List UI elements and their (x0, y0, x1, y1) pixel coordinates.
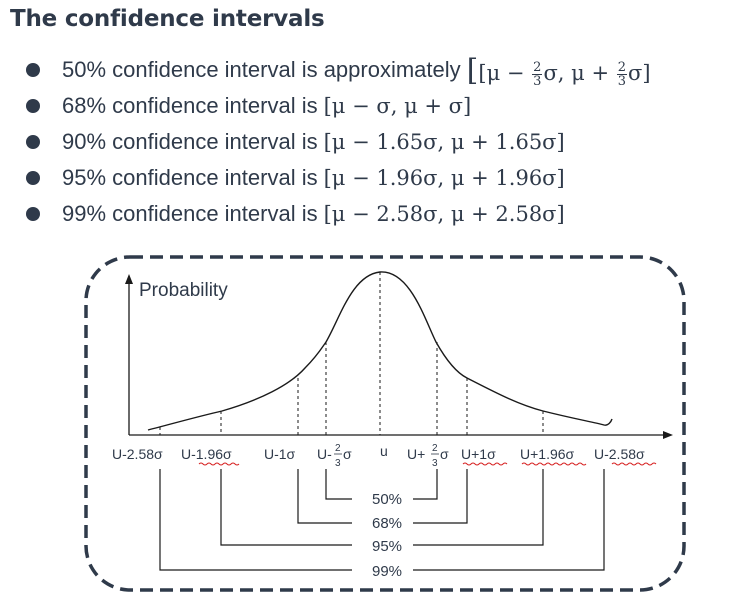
tick-label-prefix: U- (317, 446, 332, 462)
tick-label-frac-den: 3 (335, 458, 341, 469)
bullet-formula: [[μ − 2 3 σ, μ + 2 3 σ] (467, 53, 651, 88)
bullet-text: 90% confidence interval is (62, 129, 318, 154)
tick-label-suffix: σ (343, 446, 352, 462)
bracket-95 (220, 469, 544, 546)
formula-part: σ, μ + (543, 60, 616, 85)
bullet-50: 50% confidence interval is approximately… (22, 52, 651, 88)
bracket: [ (466, 52, 479, 88)
tick-label-mu: u (380, 443, 388, 459)
bullet-formula: [μ − 1.65σ, μ + 1.65σ] (323, 130, 565, 154)
confidence-interval-list: 50% confidence interval is approximately… (22, 52, 651, 232)
tick-label-p23: U+ 2 3 σ (407, 443, 449, 469)
tick-label-prefix: U+ (407, 446, 425, 462)
bullet-formula: [μ − 2.58σ, μ + 2.58σ] (323, 202, 565, 226)
bullet-dot-icon (26, 63, 40, 77)
dashed-frame (84, 255, 686, 592)
bullet-dot-icon (26, 135, 40, 149)
page-title: The confidence intervals (10, 6, 325, 32)
bullet-90: 90% confidence interval is [μ − 1.65σ, μ… (22, 124, 651, 160)
tick-label-p1: U+1σ (461, 446, 496, 462)
spellcheck-underline (521, 462, 587, 466)
bullet-dot-icon (26, 99, 40, 113)
fraction-denominator: 3 (533, 73, 542, 89)
formula-part: σ] (628, 60, 651, 85)
tick-label-frac-num: 2 (432, 443, 438, 454)
tick-label-m258: U-2.58σ (112, 446, 163, 462)
x-axis-arrow-icon (663, 431, 673, 439)
fraction-numerator: 2 (532, 59, 543, 75)
tick-label-frac-den: 3 (432, 458, 438, 469)
tick-label-m196: U-1.96σ (181, 446, 232, 462)
bullet-text: 95% confidence interval is (62, 165, 318, 190)
bullet-68: 68% confidence interval is [μ − σ, μ + σ… (22, 88, 651, 124)
tick-label-suffix: σ (440, 446, 449, 462)
interval-brackets (159, 469, 605, 571)
spellcheck-underline (611, 462, 657, 466)
bullet-99: 99% confidence interval is [μ − 2.58σ, μ… (22, 196, 651, 232)
spellcheck-underline (198, 462, 240, 466)
tick-label-m1: U-1σ (264, 446, 296, 462)
interval-label-95: 95% (372, 538, 402, 555)
interval-label-68: 68% (372, 515, 402, 532)
formula-part: [μ − (478, 60, 532, 85)
fraction-numerator: 2 (616, 59, 628, 75)
bullet-dot-icon (26, 207, 40, 221)
marker-lines (159, 272, 544, 435)
bullet-text: 68% confidence interval is (62, 93, 318, 118)
bullet-formula: [μ − σ, μ + σ] (323, 94, 472, 118)
fraction-denominator: 3 (617, 73, 627, 89)
tick-label-m23: U- 2 3 σ (317, 443, 352, 469)
y-axis-label: Probability (139, 280, 228, 301)
bracket-50 (325, 469, 438, 500)
tick-label-frac-num: 2 (335, 443, 341, 454)
bullet-formula: [μ − 1.96σ, μ + 1.96σ] (323, 166, 565, 190)
bracket-68 (297, 469, 468, 524)
bracket-99 (159, 469, 605, 571)
tick-label-p258: U-2.58σ (594, 446, 645, 462)
interval-label-99: 99% (372, 563, 402, 580)
bullet-text: 99% confidence interval is (62, 201, 318, 226)
bullet-text: 50% confidence interval is approximately (62, 57, 461, 82)
spellcheck-underline (462, 462, 508, 466)
bullet-dot-icon (26, 171, 40, 185)
bullet-95: 95% confidence interval is [μ − 1.96σ, μ… (22, 160, 651, 196)
tick-label-p196: U+1.96σ (520, 446, 575, 462)
interval-label-50: 50% (372, 491, 402, 508)
probability-curve (147, 271, 613, 431)
y-axis-arrow-icon (125, 274, 133, 284)
